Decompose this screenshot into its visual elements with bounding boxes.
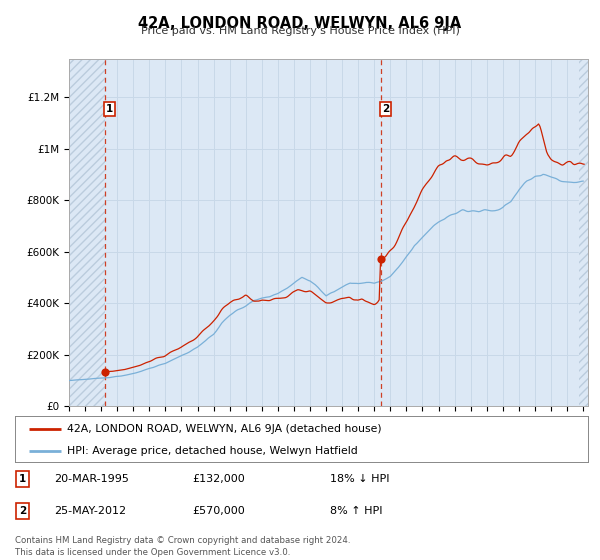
Text: 8% ↑ HPI: 8% ↑ HPI — [330, 506, 383, 516]
Text: 1: 1 — [106, 104, 113, 114]
Point — [100, 367, 109, 376]
Text: 2: 2 — [382, 104, 389, 114]
Text: Price paid vs. HM Land Registry's House Price Index (HPI): Price paid vs. HM Land Registry's House … — [140, 26, 460, 36]
Text: This data is licensed under the Open Government Licence v3.0.: This data is licensed under the Open Gov… — [15, 548, 290, 557]
Text: £570,000: £570,000 — [192, 506, 245, 516]
Point — [376, 255, 385, 264]
Text: 42A, LONDON ROAD, WELWYN, AL6 9JA: 42A, LONDON ROAD, WELWYN, AL6 9JA — [139, 16, 461, 31]
Text: 25-MAY-2012: 25-MAY-2012 — [54, 506, 126, 516]
Text: HPI: Average price, detached house, Welwyn Hatfield: HPI: Average price, detached house, Welw… — [67, 446, 358, 455]
Bar — [69, 59, 104, 406]
Text: 18% ↓ HPI: 18% ↓ HPI — [330, 474, 389, 484]
Text: 42A, LONDON ROAD, WELWYN, AL6 9JA (detached house): 42A, LONDON ROAD, WELWYN, AL6 9JA (detac… — [67, 424, 381, 434]
Bar — [579, 59, 588, 406]
Text: 20-MAR-1995: 20-MAR-1995 — [54, 474, 129, 484]
Bar — [579, 59, 588, 406]
Text: 2: 2 — [19, 506, 26, 516]
Text: Contains HM Land Registry data © Crown copyright and database right 2024.: Contains HM Land Registry data © Crown c… — [15, 536, 350, 545]
Text: 1: 1 — [19, 474, 26, 484]
Bar — [69, 59, 104, 406]
Text: £132,000: £132,000 — [192, 474, 245, 484]
